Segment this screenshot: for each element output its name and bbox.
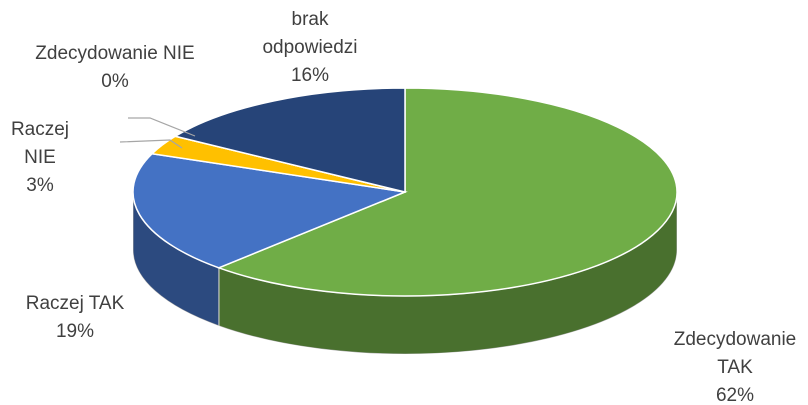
slice-side-shade: [133, 192, 219, 326]
data-label: Zdecydowanie NIE 0%: [20, 40, 210, 96]
leader-line: [128, 117, 196, 137]
value-label: 0%: [101, 71, 129, 92]
data-label: Raczej TAK 19%: [5, 290, 145, 346]
value-label: 3%: [26, 175, 54, 196]
value-label: 62%: [715, 385, 755, 405]
data-label: Zdecydowanie TAK 62%: [660, 326, 808, 405]
category-label: Raczej TAK: [25, 293, 125, 314]
leader-line: [119, 139, 183, 149]
category-label: brak odpowiedzi: [262, 9, 358, 58]
slice: [173, 87, 406, 193]
slice: [216, 87, 678, 297]
category-label: Zdecydowanie TAK: [673, 329, 797, 378]
data-label: brak odpowiedzi 16%: [245, 6, 375, 90]
value-label: 19%: [55, 321, 95, 342]
data-label: Raczej NIE 3%: [0, 116, 80, 200]
value-label: 16%: [290, 65, 330, 86]
category-label: Zdecydowanie NIE: [35, 43, 195, 64]
slice-side-shade: [218, 192, 677, 354]
category-label: Raczej NIE: [10, 119, 70, 168]
